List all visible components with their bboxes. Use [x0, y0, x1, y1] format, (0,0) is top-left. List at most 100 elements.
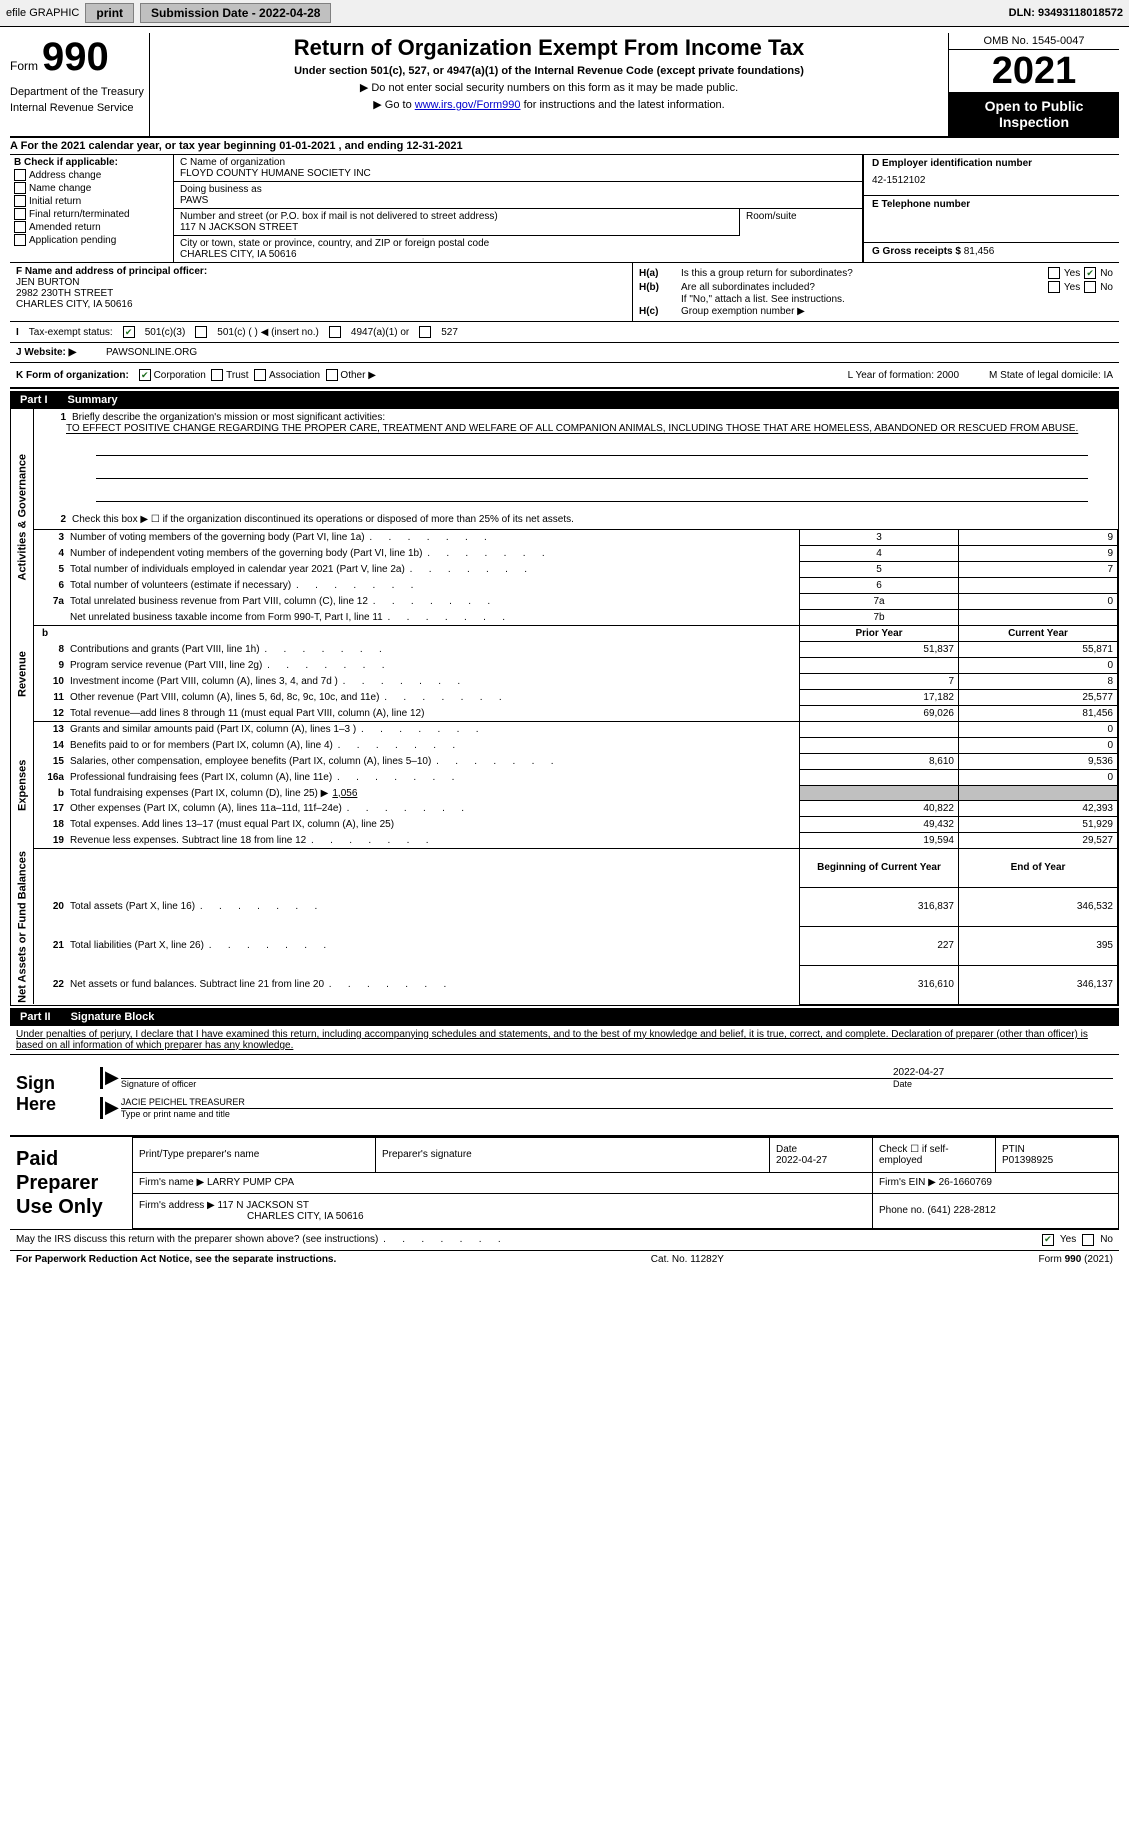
- preparer-table: Print/Type preparer's name Preparer's si…: [132, 1137, 1119, 1229]
- chk-trust[interactable]: [211, 369, 223, 381]
- chk-other[interactable]: [326, 369, 338, 381]
- chk-final-return[interactable]: [14, 208, 26, 220]
- summary-table: Activities & Governance 1 Briefly descri…: [11, 409, 1118, 1005]
- section-c: C Name of organization FLOYD COUNTY HUMA…: [174, 155, 862, 262]
- cat-number: Cat. No. 11282Y: [651, 1254, 724, 1265]
- penalty-statement: Under penalties of perjury, I declare th…: [10, 1026, 1119, 1055]
- chk-501c[interactable]: [195, 326, 207, 338]
- discuss-yes[interactable]: [1042, 1234, 1054, 1246]
- website-value: PAWSONLINE.ORG: [106, 347, 197, 358]
- row-k: K Form of organization: Corporation Trus…: [10, 363, 1119, 389]
- side-revenue: Revenue: [11, 626, 34, 722]
- hb-yes[interactable]: [1048, 281, 1060, 293]
- side-net-assets: Net Assets or Fund Balances: [11, 849, 34, 1005]
- exp-row: 14Benefits paid to or for members (Part …: [11, 738, 1118, 754]
- state-domicile: M State of legal domicile: IA: [989, 370, 1113, 381]
- ptin-value: P01398925: [1002, 1155, 1053, 1166]
- ha-yes[interactable]: [1048, 267, 1060, 279]
- efile-label: efile GRAPHIC: [6, 7, 79, 19]
- chk-corporation[interactable]: [139, 369, 151, 381]
- officer-name: JEN BURTON: [16, 277, 626, 288]
- hb-no[interactable]: [1084, 281, 1096, 293]
- phone-cell: E Telephone number: [864, 196, 1119, 243]
- irs-label: Internal Revenue Service: [10, 96, 145, 114]
- dba-cell: Doing business as PAWS: [174, 182, 862, 209]
- chk-527[interactable]: [419, 326, 431, 338]
- form-subtitle: Under section 501(c), 527, or 4947(a)(1)…: [156, 65, 942, 77]
- ssn-warning: ▶ Do not enter social security numbers o…: [156, 81, 942, 94]
- room-suite-cell: Room/suite: [740, 209, 862, 236]
- section-b: B Check if applicable: Address change Na…: [10, 155, 174, 262]
- org-name: FLOYD COUNTY HUMANE SOCIETY INC: [180, 168, 856, 179]
- firm-name: LARRY PUMP CPA: [207, 1177, 294, 1188]
- chk-address-change[interactable]: [14, 169, 26, 181]
- form-header: Form 990 Department of the Treasury Inte…: [10, 33, 1119, 138]
- form-word: Form: [10, 59, 38, 73]
- ein-cell: D Employer identification number 42-1512…: [864, 155, 1119, 196]
- section-h: H(a)Is this a group return for subordina…: [633, 263, 1119, 321]
- chk-amended-return[interactable]: [14, 221, 26, 233]
- sign-here-block: Sign Here ▶ 2022-04-27 Signature of offi…: [10, 1055, 1119, 1137]
- signature-arrow-icon: ▶: [103, 1067, 121, 1088]
- gov-row: 4Number of independent voting members of…: [11, 546, 1118, 562]
- sign-here-label: Sign Here: [10, 1055, 94, 1135]
- mission-text: TO EFFECT POSITIVE CHANGE REGARDING THE …: [66, 423, 1112, 434]
- dba-name: PAWS: [180, 195, 856, 206]
- footer-line: For Paperwork Reduction Act Notice, see …: [10, 1251, 1119, 1268]
- org-name-cell: C Name of organization FLOYD COUNTY HUMA…: [174, 155, 862, 182]
- omb-number: OMB No. 1545-0047: [949, 33, 1119, 50]
- rev-row: 12Total revenue—add lines 8 through 11 (…: [11, 706, 1118, 722]
- form-title: Return of Organization Exempt From Incom…: [156, 35, 942, 61]
- discuss-no[interactable]: [1082, 1234, 1094, 1246]
- title-box: Return of Organization Exempt From Incom…: [150, 33, 948, 136]
- mission-blank-line: [96, 441, 1088, 456]
- net-row: 20Total assets (Part X, line 16)316,8373…: [11, 887, 1118, 926]
- ha-no[interactable]: [1084, 267, 1096, 279]
- gross-receipts-cell: G Gross receipts $ 81,456: [864, 243, 1119, 260]
- form-id-box: Form 990 Department of the Treasury Inte…: [10, 33, 150, 136]
- section-deg: D Employer identification number 42-1512…: [862, 155, 1119, 262]
- goto-line: ▶ Go to www.irs.gov/Form990 for instruct…: [156, 98, 942, 111]
- chk-association[interactable]: [254, 369, 266, 381]
- chk-501c3[interactable]: [123, 326, 135, 338]
- city-cell: City or town, state or province, country…: [174, 236, 862, 262]
- signature-arrow-icon: ▶: [103, 1097, 121, 1118]
- rev-row: 11Other revenue (Part VIII, column (A), …: [11, 690, 1118, 706]
- net-row: 21Total liabilities (Part X, line 26)227…: [11, 926, 1118, 965]
- rev-row: 10Investment income (Part VIII, column (…: [11, 674, 1118, 690]
- paid-preparer-label: Paid Preparer Use Only: [10, 1137, 132, 1229]
- street-cell: Number and street (or P.O. box if mail i…: [174, 209, 740, 236]
- chk-application-pending[interactable]: [14, 234, 26, 246]
- year-formation: L Year of formation: 2000: [848, 370, 959, 381]
- gross-receipts-value: 81,456: [964, 246, 995, 257]
- row-i-tax-status: I Tax-exempt status: 501(c)(3) 501(c) ( …: [10, 322, 1119, 343]
- gov-row: 5Total number of individuals employed in…: [11, 562, 1118, 578]
- gov-row: 6Total number of volunteers (estimate if…: [11, 578, 1118, 594]
- sign-date: 2022-04-27: [893, 1067, 1113, 1079]
- chk-4947[interactable]: [329, 326, 341, 338]
- chk-initial-return[interactable]: [14, 195, 26, 207]
- year-box: OMB No. 1545-0047 2021 Open to Public In…: [948, 33, 1119, 136]
- mission-blank-line: [96, 487, 1088, 502]
- exp-row-16b: bTotal fundraising expenses (Part IX, co…: [11, 786, 1118, 801]
- exp-row: 17Other expenses (Part IX, column (A), l…: [11, 801, 1118, 817]
- row-j-website: J Website: ▶ PAWSONLINE.ORG: [10, 343, 1119, 363]
- exp-row: 19Revenue less expenses. Subtract line 1…: [11, 833, 1118, 849]
- tax-year: 2021: [949, 50, 1119, 92]
- officer-printed-name: JACIE PEICHEL TREASURER: [121, 1097, 1113, 1109]
- side-activities-governance: Activities & Governance: [11, 409, 34, 626]
- form-number: 990: [42, 35, 109, 80]
- section-fh: F Name and address of principal officer:…: [10, 263, 1119, 322]
- chk-name-change[interactable]: [14, 182, 26, 194]
- open-to-public: Open to Public Inspection: [949, 92, 1119, 136]
- irs-link[interactable]: www.irs.gov/Form990: [415, 99, 521, 111]
- gov-row: 7aTotal unrelated business revenue from …: [11, 594, 1118, 610]
- exp-row: 16aProfessional fundraising fees (Part I…: [11, 770, 1118, 786]
- section-bcdefg: B Check if applicable: Address change Na…: [10, 155, 1119, 263]
- print-button[interactable]: print: [85, 3, 134, 23]
- net-row: 22Net assets or fund balances. Subtract …: [11, 965, 1118, 1004]
- rev-row: 8Contributions and grants (Part VIII, li…: [11, 642, 1118, 658]
- toolbar: efile GRAPHIC print Submission Date - 20…: [0, 0, 1129, 27]
- submission-date-button[interactable]: Submission Date - 2022-04-28: [140, 3, 331, 23]
- street-address: 117 N JACKSON STREET: [180, 222, 733, 233]
